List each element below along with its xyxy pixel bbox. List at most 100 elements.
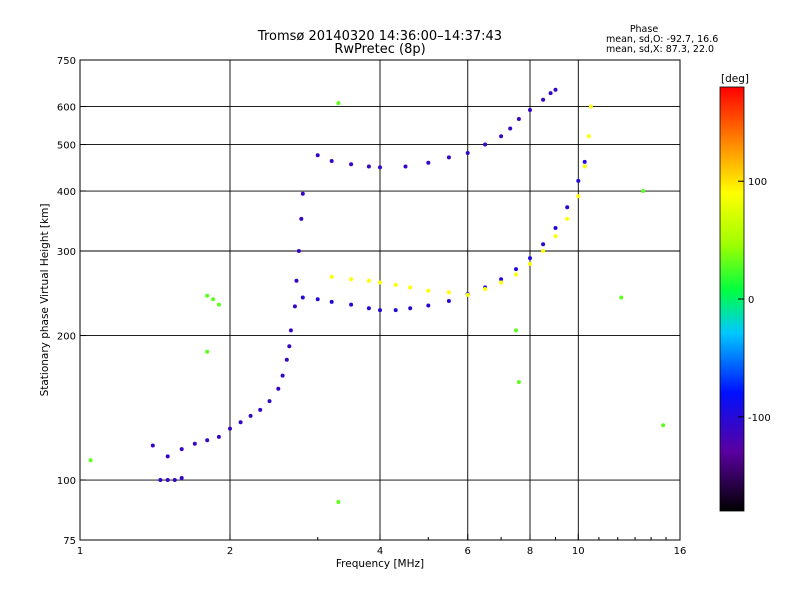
data-point <box>216 434 221 439</box>
data-point <box>528 108 532 112</box>
data-point <box>315 153 320 158</box>
data-point <box>158 478 163 482</box>
data-point <box>426 303 431 308</box>
data-point <box>329 274 334 279</box>
colorbar-tick-label: 100 <box>748 177 767 188</box>
data-point <box>300 191 305 196</box>
chart-subtitle: RwPretec (8p) <box>334 42 425 57</box>
data-point <box>446 290 451 295</box>
data-point <box>205 349 210 354</box>
data-point <box>446 155 451 160</box>
data-point <box>378 308 382 313</box>
data-point <box>553 234 558 239</box>
data-point <box>426 288 431 293</box>
grid-lines <box>80 60 680 540</box>
x-tick-label: 6 <box>465 546 471 557</box>
series-e-region-trace <box>150 191 305 482</box>
data-point <box>288 328 293 333</box>
x-tick-label: 4 <box>377 546 383 557</box>
data-point <box>349 162 354 167</box>
data-point <box>541 242 546 247</box>
data-point <box>300 295 305 300</box>
data-point <box>582 164 587 169</box>
data-point <box>514 272 518 277</box>
x-tick-label: 16 <box>674 546 687 557</box>
data-point <box>403 164 408 169</box>
data-point <box>366 164 371 169</box>
data-point <box>292 304 297 309</box>
data-point <box>336 101 341 106</box>
data-point <box>267 399 272 404</box>
data-point <box>426 160 431 165</box>
y-tick-label: 400 <box>57 187 76 198</box>
y-tick-label: 600 <box>57 103 76 114</box>
data-point <box>366 278 371 283</box>
data-point <box>516 117 521 121</box>
data-point <box>294 278 299 283</box>
data-point <box>548 91 553 96</box>
data-point <box>499 277 504 282</box>
data-point <box>378 165 382 170</box>
data-point <box>329 159 334 163</box>
colorbar <box>719 86 745 512</box>
data-point <box>211 297 216 302</box>
data-point <box>499 280 504 285</box>
data-point <box>299 216 304 221</box>
data-point <box>483 287 488 291</box>
data-point <box>88 458 93 463</box>
data-point <box>336 500 341 504</box>
data-point <box>508 126 513 131</box>
data-point <box>165 454 170 459</box>
data-point <box>619 295 624 300</box>
y-axis-ticks: 75 100 200 300 400 500 600 750 <box>57 56 86 547</box>
series-isolated-points <box>88 101 666 504</box>
data-point <box>284 357 289 362</box>
data-point <box>276 386 281 391</box>
x-tick-label: 1 <box>77 546 83 557</box>
data-point <box>205 293 210 298</box>
data-point <box>366 306 371 311</box>
data-point <box>228 426 232 431</box>
data-point <box>576 194 581 199</box>
phase-heading: Phase <box>630 24 659 35</box>
data-point <box>296 249 301 253</box>
y-axis-label: Stationary phase Virtual Height [km] <box>39 204 51 397</box>
data-point <box>192 441 197 446</box>
series-f1-x-trace <box>329 104 593 297</box>
data-point <box>465 292 470 297</box>
data-point <box>393 282 398 287</box>
data-point <box>408 306 413 311</box>
data-point <box>641 189 646 193</box>
y-tick-label: 500 <box>57 141 76 152</box>
data-point <box>516 380 521 385</box>
data-point <box>165 478 170 482</box>
data-point <box>553 226 558 230</box>
phase-mean-x: mean, sd,X: 87.3, 22.0 <box>606 44 714 55</box>
colorbar-unit-label: [deg] <box>721 73 749 85</box>
data-point <box>315 297 320 302</box>
data-point <box>528 261 532 266</box>
x-tick-label: 8 <box>527 546 533 557</box>
x-axis-ticks: 1 2 4 6 8 10 16 <box>77 534 687 557</box>
data-point <box>576 178 581 183</box>
data-point <box>329 299 334 304</box>
data-point <box>349 302 354 307</box>
x-tick-label: 10 <box>572 546 585 557</box>
y-tick-label: 300 <box>57 247 76 258</box>
data-point <box>514 267 518 272</box>
data-point <box>280 373 285 378</box>
data-point <box>514 328 518 333</box>
y-tick-label: 200 <box>57 332 76 343</box>
data-point <box>541 97 546 102</box>
data-point <box>248 413 253 418</box>
colorbar-tick-label: 0 <box>748 295 754 306</box>
data-point <box>582 159 587 164</box>
data-point <box>150 443 155 448</box>
data-point <box>541 249 546 253</box>
data-points <box>88 87 666 504</box>
data-point <box>565 205 570 210</box>
data-point <box>465 151 470 155</box>
data-point <box>446 299 451 303</box>
data-point <box>408 285 413 290</box>
